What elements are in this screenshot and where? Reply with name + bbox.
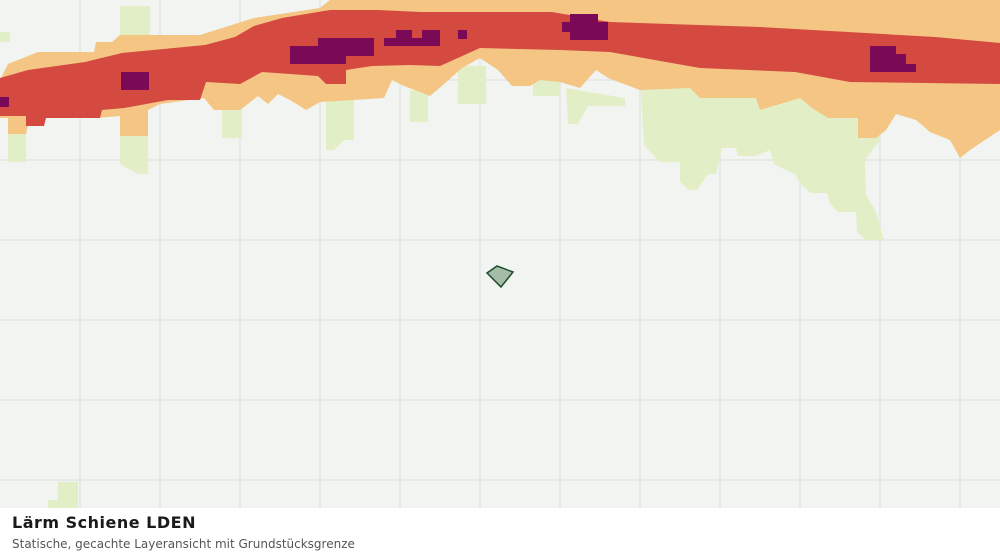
layer-title: Lärm Schiene LDEN — [12, 513, 196, 532]
layer-subtitle: Statische, gecachte Layeransicht mit Gru… — [12, 537, 355, 551]
parcel-boundary — [485, 265, 515, 289]
noise-zone-very-high — [0, 14, 916, 107]
caption: Lärm Schiene LDEN Statische, gecachte La… — [0, 508, 1000, 560]
noise-zone-high — [0, 10, 1000, 126]
map — [0, 0, 1000, 508]
